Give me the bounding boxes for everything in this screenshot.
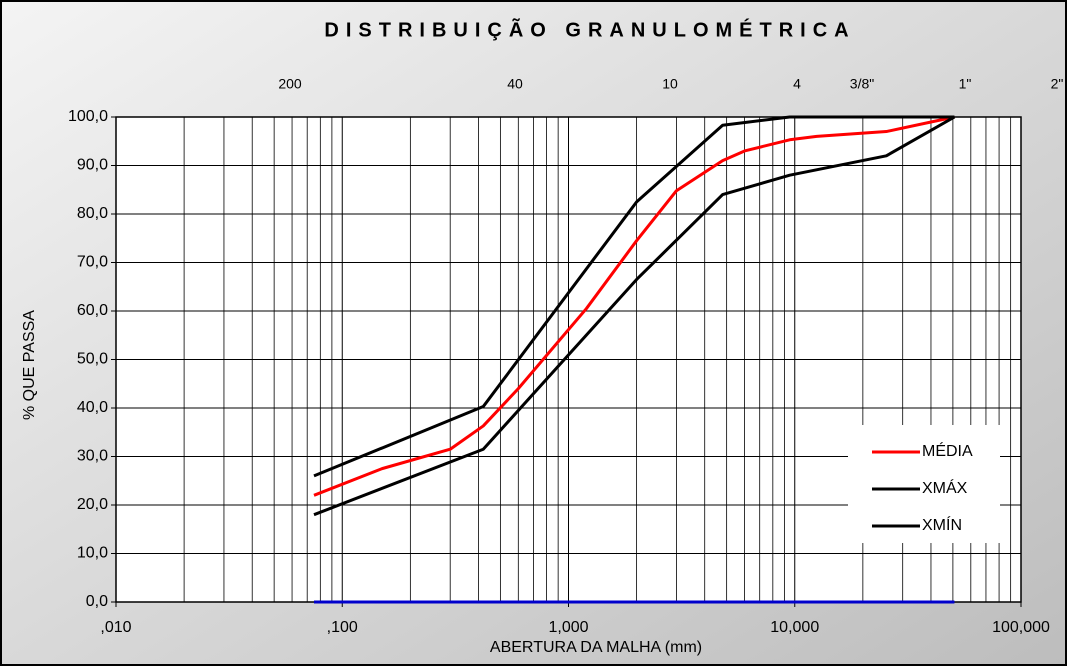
y-tick-label: 40,0 [77, 399, 108, 416]
x-tick-label: ,100 [327, 619, 358, 636]
y-tick-label: 70,0 [77, 254, 108, 271]
y-tick-label: 60,0 [77, 302, 108, 319]
sieve-label: 3/8" [850, 76, 874, 92]
legend-label: XMÁX [922, 478, 968, 497]
sieve-label: 4 [793, 76, 801, 92]
y-tick-label: 10,0 [77, 545, 108, 562]
y-tick-label: 0,0 [86, 593, 108, 610]
legend-label: XMÍN [922, 515, 962, 534]
x-axis-title: ABERTURA DA MALHA (mm) [490, 639, 702, 656]
series-line [313, 115, 956, 517]
sieve-label: 10 [662, 76, 678, 92]
sieve-label: 200 [278, 76, 302, 92]
y-tick-label: 100,0 [68, 108, 108, 125]
sieve-label: 40 [507, 76, 523, 92]
x-tick-label: ,010 [100, 619, 131, 636]
x-tick-label: 10,000 [770, 619, 819, 636]
chart-title: DISTRIBUIÇÃO GRANULOMÉTRICA [324, 18, 855, 41]
legend [848, 425, 1000, 543]
sieve-label: 2" [1051, 76, 1064, 92]
y-tick-label: 30,0 [77, 448, 108, 465]
y-tick-label: 50,0 [77, 351, 108, 368]
y-tick-label: 90,0 [77, 157, 108, 174]
y-tick-label: 20,0 [77, 496, 108, 513]
x-tick-label: 100,000 [992, 619, 1050, 636]
series-line [313, 115, 955, 497]
y-axis-title: % QUE PASSA [21, 310, 38, 420]
x-tick-label: 1,000 [548, 619, 588, 636]
legend-label: MÉDIA [922, 441, 973, 460]
sieve-label: 1" [959, 76, 972, 92]
y-tick-label: 80,0 [77, 205, 108, 222]
series-line [313, 115, 955, 478]
